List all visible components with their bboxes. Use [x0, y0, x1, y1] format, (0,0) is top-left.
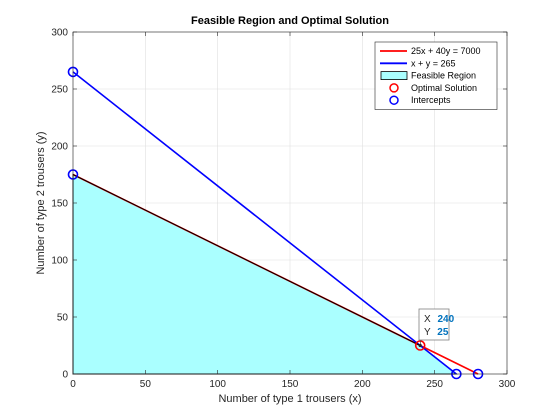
y-tick-label: 50 [57, 313, 69, 324]
ticks-layer: 0 50 100 150 200 250 300 0 50 100 150 200 250 300 [51, 28, 515, 391]
datatip-y-value: 25 [437, 327, 449, 338]
x-tick-label: 0 [70, 379, 76, 390]
legend-swatch-area [380, 71, 408, 80]
feasible-region [72, 173, 458, 375]
legend-item-x-y-265[interactable]: x + y = 265 [380, 58, 456, 68]
legend-label: x + y = 265 [411, 58, 456, 68]
datatip-x-label: X [424, 314, 431, 325]
x-tick-label: 100 [209, 379, 226, 390]
legend-label: 25x + 40y = 7000 [411, 46, 481, 56]
datatip-x-value: 240 [437, 314, 454, 325]
y-tick-label: 150 [51, 199, 68, 210]
x-tick-label: 150 [282, 379, 299, 390]
y-axis-title: Number of type 2 trousers (y) [35, 131, 47, 274]
legend-swatch-marker [389, 83, 399, 93]
legend-swatch-marker [389, 95, 399, 105]
x-tick-label: 250 [426, 379, 443, 390]
legend-item-optimal-solution[interactable]: Optimal Solution [389, 83, 477, 93]
y-tick-label: 250 [51, 85, 68, 96]
feasible-region-layer [72, 173, 458, 375]
chart-title: Feasible Region and Optimal Solution [191, 15, 389, 27]
legend[interactable]: 25x + 40y = 7000 x + y = 265 Feasible Regi… [374, 41, 498, 110]
x-tick-label: 50 [140, 379, 152, 390]
legend-item-feasible-region[interactable]: Feasible Region [380, 71, 476, 81]
datatip-x-row: X 240 [424, 314, 455, 325]
datatip-y-row: Y 25 [424, 327, 449, 338]
datatip-y-label: Y [424, 327, 431, 338]
x-axis-title: Number of type 1 trousers (x) [218, 393, 361, 405]
series-line-x-y-265 [72, 71, 457, 375]
legend-label: Optimal Solution [411, 83, 477, 93]
y-tick-label: 100 [51, 256, 68, 267]
legend-item-intercepts[interactable]: Intercepts [389, 95, 451, 105]
legend-label: Intercepts [411, 95, 451, 105]
datatip-box [418, 308, 450, 341]
lines-layer [72, 71, 479, 375]
datatip[interactable]: X 240 Y 25 [418, 308, 455, 348]
legend-label: Feasible Region [411, 71, 476, 81]
x-tick-label: 300 [499, 379, 516, 390]
y-tick-label: 0 [62, 370, 68, 381]
feasible-region-edge [72, 174, 421, 346]
x-tick-label: 200 [354, 379, 371, 390]
legend-item-25x-40y-7000[interactable]: 25x + 40y = 7000 [380, 46, 481, 56]
marker-optimal-solution[interactable] [414, 340, 426, 351]
y-tick-label: 200 [51, 142, 68, 153]
datatip-anchor-dot [418, 343, 422, 348]
y-tick-label: 300 [51, 28, 68, 39]
